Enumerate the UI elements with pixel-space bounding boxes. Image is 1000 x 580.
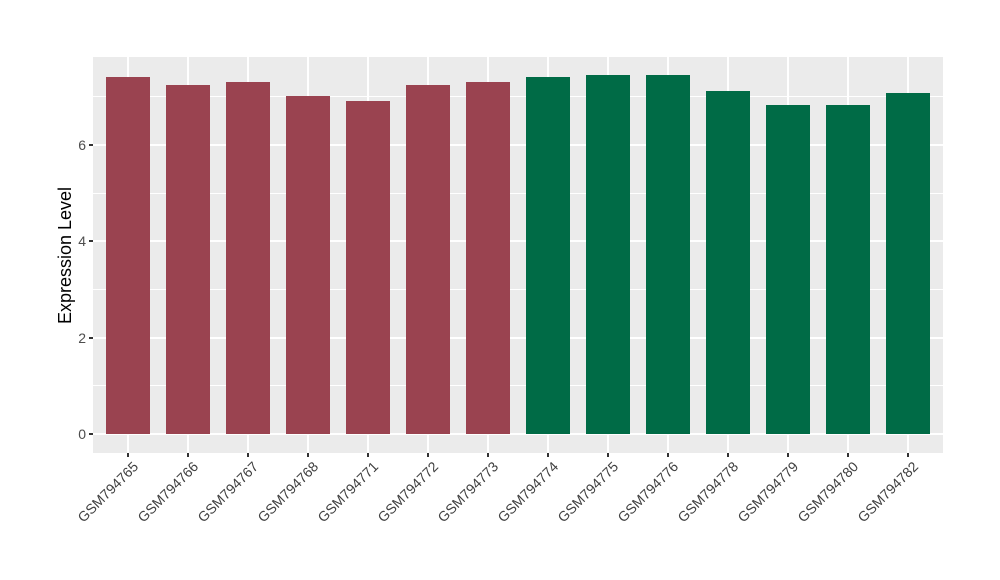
x-tick-label-GSM794778: GSM794778 [674,458,742,526]
x-tick-label-GSM794774: GSM794774 [494,458,562,526]
x-tick-mark-GSM794782 [907,453,909,457]
y-tick-label-0: 0 [78,426,86,442]
x-tick-label-GSM794782: GSM794782 [854,458,922,526]
x-tick-mark-GSM794778 [727,453,729,457]
bar-GSM794782 [886,93,930,434]
gridline-major-y0 [93,433,943,435]
y-tick-mark-6 [89,143,93,146]
bar-GSM794768 [286,95,330,434]
bar-GSM794778 [706,91,750,434]
y-tick-label-6: 6 [78,136,86,153]
x-tick-label-GSM794773: GSM794773 [434,458,502,526]
bar-GSM794767 [226,82,270,434]
bar-GSM794774 [526,77,570,434]
gridline-minor-y3 [93,288,943,290]
gridline-minor-y1 [93,385,943,387]
x-tick-label-GSM794780: GSM794780 [794,458,862,526]
y-tick-mark-4 [89,240,93,243]
x-tick-label-GSM794772: GSM794772 [374,458,442,526]
gridline-major-y6 [93,143,943,146]
x-tick-mark-GSM794765 [127,453,129,457]
plot-panel [93,57,943,453]
gridline-minor-y5 [93,192,943,194]
bar-GSM794766 [166,84,210,434]
x-tick-mark-GSM794768 [307,453,309,457]
x-tick-label-GSM794775: GSM794775 [554,458,622,526]
bar-GSM794772 [406,84,450,434]
y-axis-title: Expression Level [55,186,76,324]
x-tick-label-GSM794765: GSM794765 [74,458,142,526]
y-tick-mark-0 [89,433,93,435]
y-tick-mark-2 [89,336,93,339]
bar-GSM794773 [466,81,510,434]
gridline-major-y2 [93,336,943,339]
y-tick-label-4: 4 [78,233,86,250]
bar-GSM794771 [346,100,390,434]
x-tick-mark-GSM794779 [787,453,789,457]
x-tick-label-GSM794766: GSM794766 [134,458,202,526]
y-tick-label-2: 2 [78,329,86,346]
x-tick-label-GSM794779: GSM794779 [734,458,802,526]
x-tick-label-GSM794776: GSM794776 [614,458,682,526]
x-tick-mark-GSM794767 [247,453,249,457]
bar-GSM794775 [586,74,630,434]
y-axis-title-box: Expression Level [46,120,86,390]
bar-GSM794780 [826,104,870,434]
x-tick-mark-GSM794773 [487,453,489,457]
gridline-major-y4 [93,240,943,243]
x-tick-label-GSM794767: GSM794767 [194,458,262,526]
bar-GSM794776 [646,74,690,434]
bar-GSM794765 [106,77,150,434]
x-tick-mark-GSM794772 [427,453,429,457]
x-tick-mark-GSM794780 [847,453,849,457]
x-tick-mark-GSM794775 [607,453,609,457]
x-tick-mark-GSM794771 [367,453,369,457]
x-tick-mark-GSM794776 [667,453,669,457]
x-tick-label-GSM794768: GSM794768 [254,458,322,526]
x-tick-mark-GSM794774 [547,453,549,457]
bar-GSM794779 [766,104,810,434]
x-tick-label-GSM794771: GSM794771 [314,458,382,526]
gridline-minor-y7 [93,96,943,98]
x-tick-mark-GSM794766 [187,453,189,457]
